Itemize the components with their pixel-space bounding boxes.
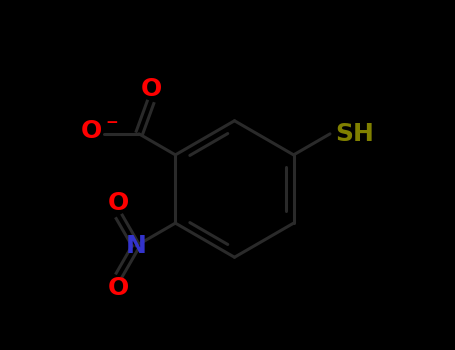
Text: O: O — [81, 119, 102, 143]
Text: SH: SH — [335, 122, 374, 146]
Text: O: O — [108, 191, 129, 215]
Text: O: O — [140, 77, 162, 101]
Text: N: N — [126, 234, 147, 258]
Text: −: − — [105, 115, 118, 130]
Text: O: O — [108, 276, 129, 300]
